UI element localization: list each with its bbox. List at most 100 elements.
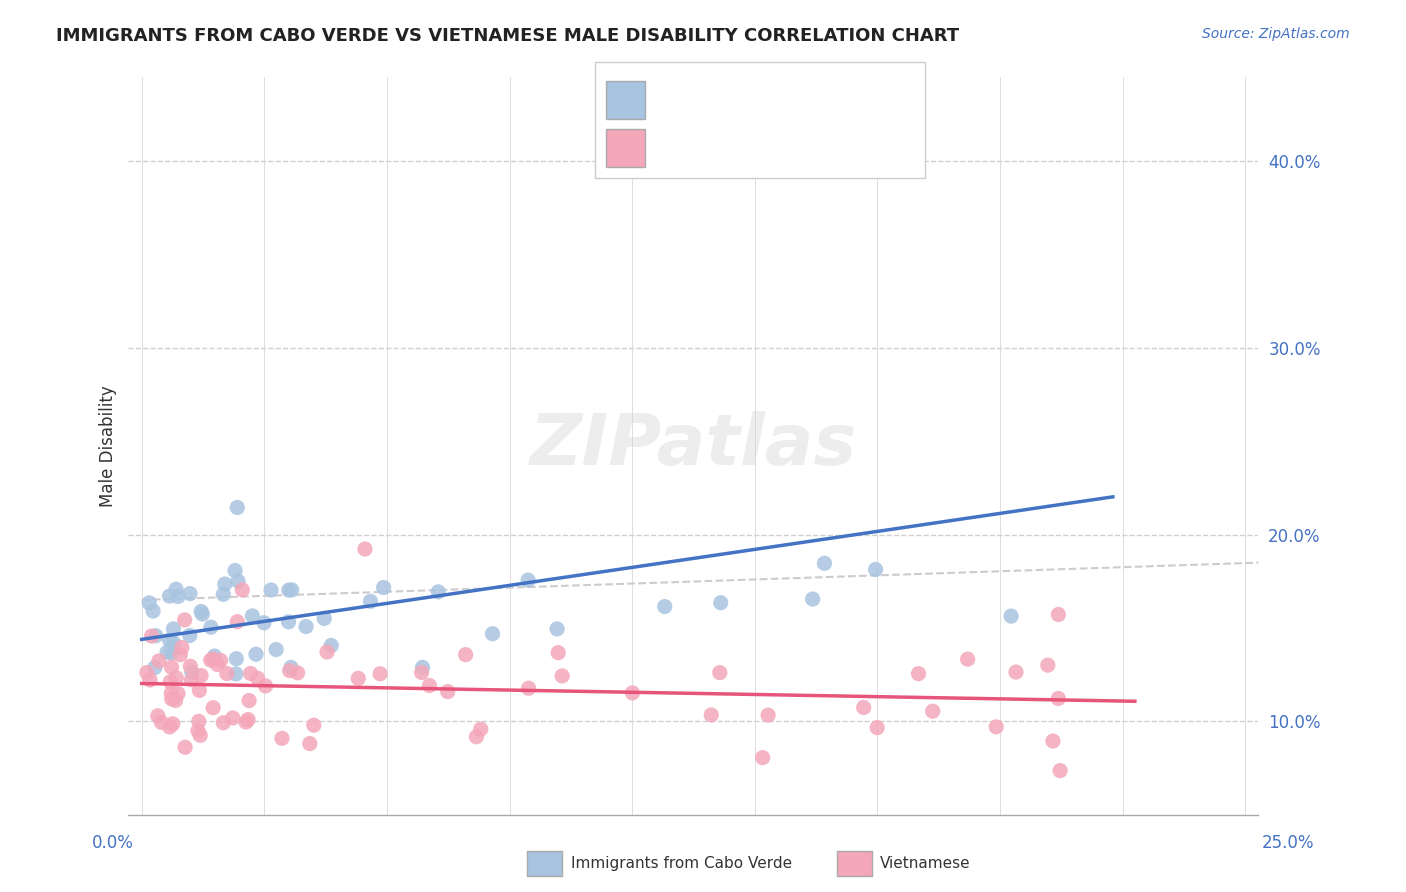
Point [202, 652, 225, 666]
Point [254, 679, 277, 693]
Point [354, 541, 377, 556]
Point [179, 628, 201, 642]
Point [187, 723, 209, 738]
Point [159, 720, 181, 734]
Point [135, 665, 157, 680]
Point [751, 750, 773, 764]
Point [465, 730, 488, 744]
Point [547, 646, 569, 660]
Point [546, 622, 568, 636]
Point [225, 651, 247, 665]
Point [191, 607, 214, 621]
Point [1000, 609, 1022, 624]
Point [347, 671, 370, 685]
Point [271, 731, 294, 746]
Point [209, 653, 232, 667]
Point [246, 671, 269, 685]
Point [146, 708, 169, 723]
Point [295, 619, 318, 633]
Point [139, 673, 162, 687]
Point [1047, 607, 1070, 622]
Text: 0.0%: 0.0% [91, 834, 134, 852]
Point [239, 666, 262, 681]
Point [159, 589, 181, 603]
Point [1005, 665, 1028, 679]
Point [260, 582, 283, 597]
Point [314, 611, 336, 625]
Point [200, 620, 222, 634]
Point [148, 654, 170, 668]
Point [143, 660, 166, 674]
Point [454, 648, 477, 662]
Point [226, 574, 249, 588]
Point [245, 647, 267, 661]
Point [1036, 658, 1059, 673]
Point [214, 577, 236, 591]
Point [180, 665, 202, 680]
Point [170, 640, 193, 655]
Point [242, 609, 264, 624]
Point [481, 626, 503, 640]
Point [253, 615, 276, 630]
Point [470, 722, 492, 736]
Point [188, 728, 211, 742]
Point [231, 582, 253, 597]
Point [321, 639, 343, 653]
Text: ZIPatlas: ZIPatlas [530, 411, 858, 481]
Text: R =  0.107   N = 52: R = 0.107 N = 52 [654, 88, 815, 106]
Point [226, 615, 249, 629]
Point [145, 629, 167, 643]
Point [956, 652, 979, 666]
Point [156, 645, 179, 659]
Point [238, 693, 260, 707]
Point [280, 660, 302, 674]
Point [162, 622, 184, 636]
Point [907, 666, 929, 681]
Text: R = -0.061   N = 77: R = -0.061 N = 77 [654, 134, 817, 152]
Point [278, 664, 301, 678]
Point [138, 596, 160, 610]
Point [141, 629, 163, 643]
Point [180, 673, 202, 687]
Point [411, 660, 433, 674]
Point [621, 686, 644, 700]
Point [418, 679, 440, 693]
Point [866, 721, 889, 735]
Point [212, 587, 235, 601]
Point [865, 562, 887, 576]
Text: IMMIGRANTS FROM CABO VERDE VS VIETNAMESE MALE DISABILITY CORRELATION CHART: IMMIGRANTS FROM CABO VERDE VS VIETNAMESE… [56, 27, 959, 45]
Point [1042, 734, 1064, 748]
Point [710, 596, 733, 610]
Point [190, 605, 212, 619]
Point [235, 714, 257, 729]
Point [165, 671, 187, 685]
Point [709, 665, 731, 680]
Text: 25.0%: 25.0% [1263, 834, 1315, 852]
Point [188, 683, 211, 698]
Point [212, 715, 235, 730]
Point [852, 700, 875, 714]
Point [159, 674, 181, 689]
Point [160, 660, 183, 674]
Point [373, 581, 395, 595]
Point [427, 585, 450, 599]
Text: Immigrants from Cabo Verde: Immigrants from Cabo Verde [571, 856, 792, 871]
Point [756, 708, 779, 723]
Point [165, 582, 187, 597]
Point [280, 582, 302, 597]
Text: Vietnamese: Vietnamese [880, 856, 970, 871]
Point [222, 711, 245, 725]
Point [801, 592, 824, 607]
Point [163, 636, 186, 650]
Point [187, 714, 209, 729]
Point [174, 740, 197, 755]
Point [368, 666, 391, 681]
Point [215, 666, 238, 681]
Point [287, 665, 309, 680]
Point [236, 713, 259, 727]
Point [173, 613, 195, 627]
Point [225, 667, 247, 681]
Point [200, 653, 222, 667]
Point [179, 659, 201, 673]
Point [142, 604, 165, 618]
